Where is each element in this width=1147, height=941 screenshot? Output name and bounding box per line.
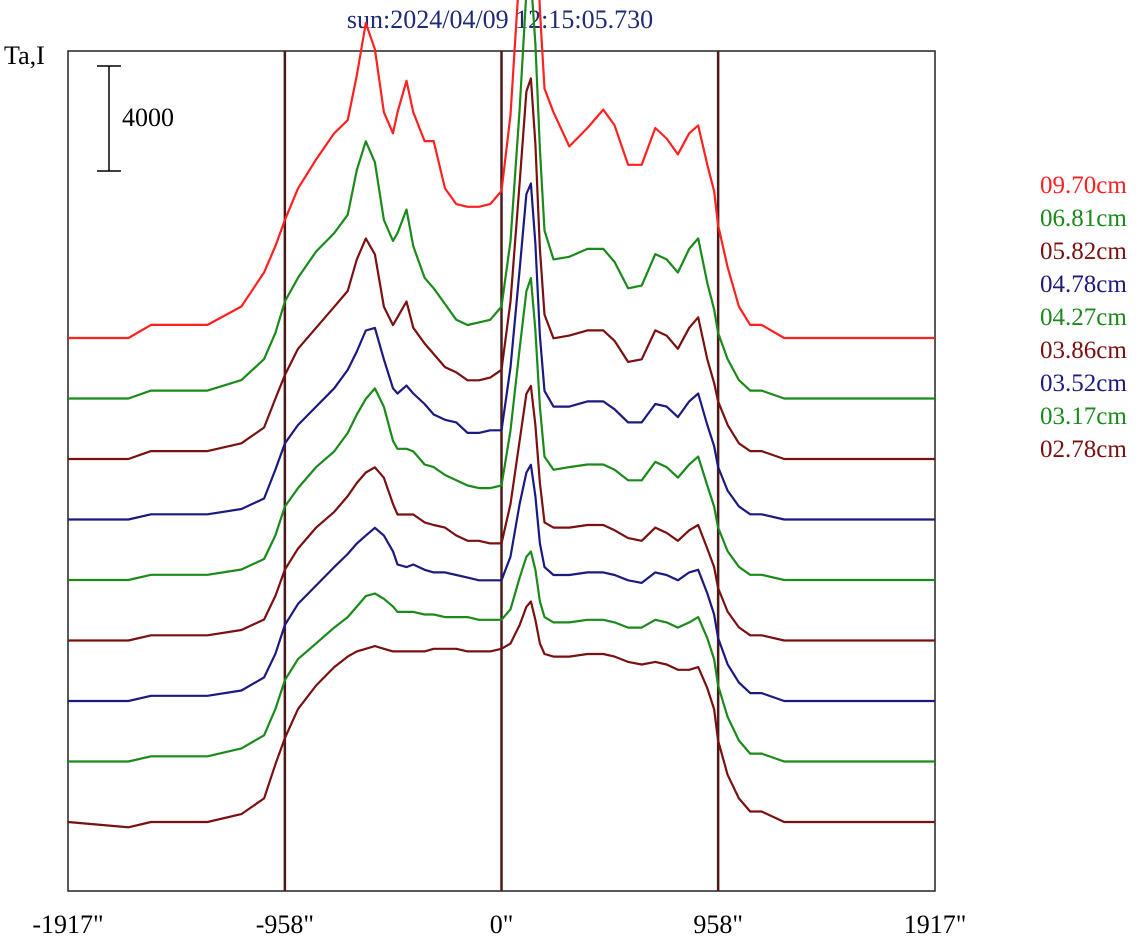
legend-entry: 02.78cm <box>1040 436 1127 463</box>
series-line-06.81cm <box>68 0 935 400</box>
legend-entry: 04.27cm <box>1040 304 1127 331</box>
legend-entry: 03.17cm <box>1040 403 1127 430</box>
series-line-03.86cm <box>68 384 935 642</box>
vertical-reference-lines <box>283 51 720 891</box>
x-tick-label: 0" <box>490 910 514 939</box>
x-tick-label: -1917" <box>32 910 103 939</box>
scale-bar <box>97 65 121 172</box>
series-line-02.78cm <box>67 600 935 829</box>
legend-entry: 05.82cm <box>1040 238 1127 265</box>
series-group <box>67 0 935 829</box>
series-line-03.52cm <box>68 463 935 703</box>
legend-entry: 03.52cm <box>1040 370 1127 397</box>
series-line-04.27cm <box>68 277 935 582</box>
series-line-03.17cm <box>68 550 935 763</box>
legend-entry: 03.86cm <box>1040 337 1127 364</box>
legend-entry: 04.78cm <box>1040 271 1127 298</box>
legend-entry: 09.70cm <box>1040 172 1127 199</box>
x-tick-labels: -1917" -958" 0" 958" 1917" <box>32 910 966 939</box>
series-line-04.78cm <box>68 182 935 521</box>
y-axis-label: Ta,I <box>4 41 45 70</box>
scale-bar-label: 4000 <box>122 103 174 132</box>
x-tick-label: 1917" <box>904 910 967 939</box>
legend: 09.70cm 06.81cm 05.82cm 04.78cm 04.27cm 03.86… <box>1040 172 1127 463</box>
series-line-09.70cm <box>68 0 935 340</box>
x-tick-label: -958" <box>256 910 314 939</box>
series-line-05.82cm <box>68 77 935 461</box>
chart-title: sun:2024/04/09 12:15:05.730 <box>347 5 653 34</box>
legend-entry: 06.81cm <box>1040 205 1127 232</box>
x-tick-label: 958" <box>693 910 743 939</box>
